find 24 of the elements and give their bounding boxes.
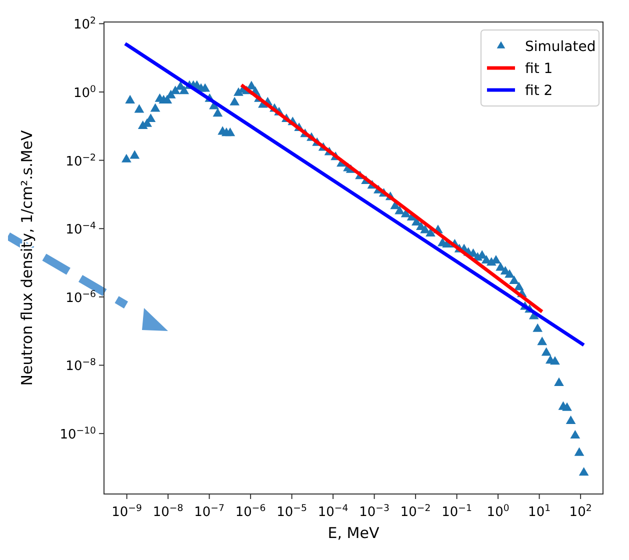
- x-tick-label: 10$^{−4}$: [318, 502, 348, 520]
- y-tick-label: 10$^{−4}$: [66, 220, 96, 238]
- x-axis-title: E, MeV: [328, 524, 380, 542]
- legend-label: fit 2: [525, 83, 553, 99]
- legend-label: Simulated: [525, 39, 596, 55]
- x-tick-label: 10$^{−3}$: [359, 502, 390, 520]
- x-tick-label: 10$^{−5}$: [276, 502, 308, 520]
- y-tick-label: 10$^{2}$: [74, 15, 96, 33]
- y-tick-label: 10$^{−10}$: [60, 425, 96, 443]
- y-tick-label: 10$^{−8}$: [66, 356, 96, 374]
- x-tick-label: 10$^{1}$: [528, 502, 551, 520]
- x-tick-label: 10$^{−6}$: [235, 502, 266, 520]
- x-tick-label: 10$^{−9}$: [112, 502, 142, 520]
- x-tick-label: 10$^{2}$: [569, 502, 592, 520]
- y-axis-title: Neutron flux density, 1/cm².s.MeV: [18, 130, 36, 386]
- x-tick-label: 10$^{−8}$: [152, 502, 184, 520]
- y-tick-label: 10$^{−2}$: [66, 152, 96, 170]
- x-tick-label: 10$^{−7}$: [194, 502, 225, 520]
- y-tick-label: 10$^{0}$: [74, 83, 96, 101]
- x-tick-label: 10$^{−2}$: [400, 502, 431, 520]
- x-tick-label: 10$^{−1}$: [442, 502, 472, 520]
- y-tick-label: 10$^{−6}$: [66, 288, 96, 306]
- x-tick-label: 10$^{0}$: [486, 502, 510, 520]
- legend-label: fit 1: [525, 61, 553, 77]
